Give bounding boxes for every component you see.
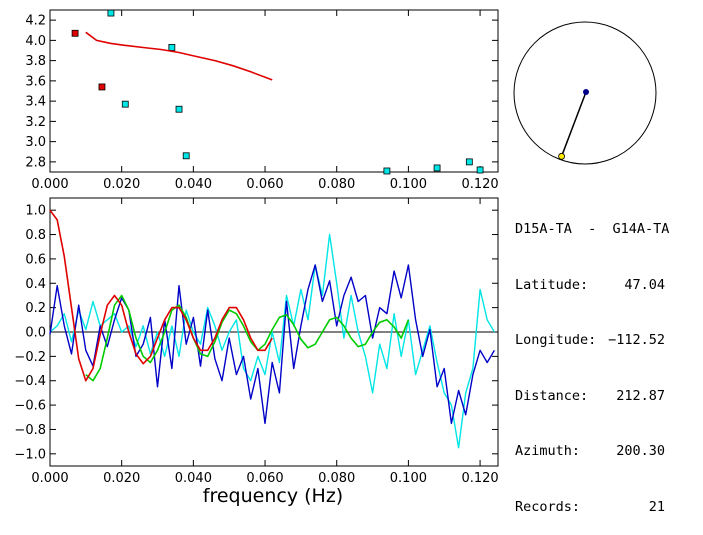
model-green-line [85,294,410,382]
phase-velocity-panel: 4.2 4.0 3.8 3.6 3.4 3.2 3.0 2.8 0.000 0.020 0.040… [25,9,499,192]
red-point [71,29,79,37]
chart0-ytick-label: 2.8 [25,155,46,170]
longitude-row: Longitude: −112.52 [515,331,665,350]
chart1-ytick-label: −0.2 [14,350,46,365]
longitude-label: Longitude: [515,332,597,348]
chart0-ytick-label: 3.4 [25,95,46,110]
station-marker-remote [558,152,565,160]
cyan-point [168,44,176,51]
red-point [98,83,106,91]
cyan-point [121,100,129,108]
chart1-xtick-label: 0.040 [175,471,212,486]
azimuth-label: Azimuth: [515,443,581,459]
figure: 4.2 4.0 3.8 3.6 3.4 3.2 3.0 2.8 0.000 0.020 0.040… [14,9,657,507]
chart1-xtick-label: 0.000 [31,471,68,486]
chart1-ytick-label: 1.0 [25,204,46,219]
distance-label: Distance: [515,387,589,404]
chart1-ytick-label: 0.8 [25,228,46,243]
data-blue-line [49,264,496,425]
azimuth-row: Azimuth: 200.30 [515,442,665,461]
chart0-ytick-label: 3.8 [25,54,46,69]
station-path [560,91,587,157]
chart1-ytick-label: −1.0 [14,447,46,462]
chart1-xtick-label: 0.080 [318,471,355,486]
red-curve [85,31,273,81]
latitude-row: Latitude: 47.04 [515,276,665,295]
records-row: Records: 21 [515,498,665,517]
cyan-point [175,105,183,113]
chart0-ytick-label: 3.2 [25,115,46,130]
chart1-xtick-label: 0.060 [246,471,283,486]
chart1-ytick-label: 0.6 [25,252,46,267]
chart0-xtick-label: 0.080 [318,177,355,192]
correlation-panel: 1.0 0.8 0.6 0.4 0.2 0.0 −0.2 −0.4 −0.6 −0.8 −1.0 0… [14,197,499,507]
station-map [513,21,657,165]
latitude-value: 47.04 [624,276,665,293]
chart0-ytick-label: 3.6 [25,74,46,89]
map-circle [513,21,657,165]
chart0-xtick-label: 0.120 [461,177,498,192]
cyan-point [433,164,441,172]
cyan-point [383,167,391,175]
chart1-xtick-label: 0.120 [461,471,498,486]
chart1-ytick-label: −0.6 [14,399,46,414]
cyan-point [182,152,190,160]
chart0-xtick-label: 0.060 [246,177,283,192]
station-info: D15A-TA - G14A-TA Latitude: 47.04 Longitu… [515,183,669,535]
top-plot-frame [49,9,499,173]
data-cyan-line [49,233,496,449]
station-marker-center [583,89,589,95]
distance-value: 212.87 [616,387,665,404]
chart0-xtick-label: 0.100 [390,177,427,192]
distance-row: Distance: 212.87 [515,387,665,406]
chart1-ytick-label: 0.0 [25,326,46,341]
azimuth-value: 200.30 [616,443,665,459]
records-value: 21 [648,498,665,515]
chart1-ytick-label: 0.2 [25,301,46,316]
chart0-ytick-label: 4.2 [25,14,46,29]
chart1-ytick-label: −0.4 [14,374,46,389]
x-axis-label: frequency (Hz) [203,485,343,507]
chart0-xtick-label: 0.040 [175,177,212,192]
cyan-point [476,166,484,174]
cyan-point [465,158,473,166]
longitude-value: −112.52 [608,332,665,348]
cyan-point [107,9,115,17]
chart0-xtick-label: 0.000 [31,177,68,192]
records-label: Records: [515,498,581,515]
chart0-xtick-label: 0.020 [103,177,140,192]
chart1-ytick-label: 0.4 [25,277,46,292]
chart0-ytick-label: 4.0 [25,34,46,49]
chart1-xtick-label: 0.020 [103,471,140,486]
latitude-label: Latitude: [515,276,589,293]
station-pair: D15A-TA - G14A-TA [515,221,670,237]
chart1-xtick-label: 0.100 [390,471,427,486]
model-red-line [49,209,273,382]
chart1-ytick-label: −0.8 [14,423,46,438]
chart0-ytick-label: 3.0 [25,135,46,150]
